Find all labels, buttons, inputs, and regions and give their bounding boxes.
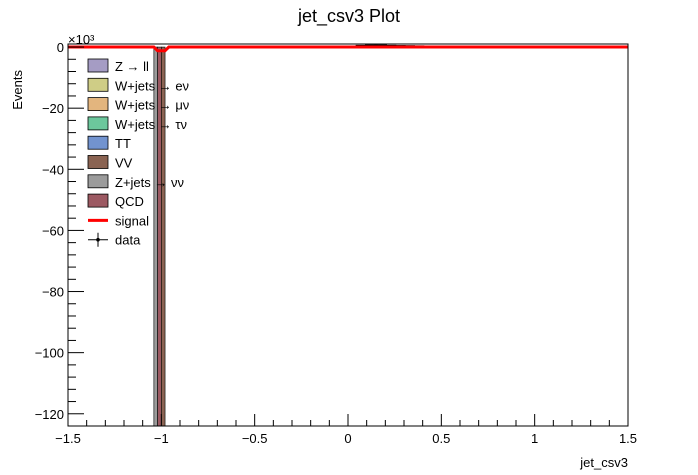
legend-label-0: Z → ll [115, 59, 149, 74]
y-tick-label-5: −100 [35, 346, 64, 361]
legend: Z → ll W+jets → eν W+jets → μν W+jets → τν T… [87, 58, 189, 248]
y-tick-label-6: −120 [35, 407, 64, 422]
legend-swatch-3 [87, 116, 109, 131]
x-tick-label-1: −1 [154, 431, 169, 446]
legend-swatch-2 [87, 97, 109, 111]
legend-label-8: signal [115, 213, 149, 228]
legend-entry-2: W+jets → μν [87, 97, 189, 113]
legend-swatch-1 [87, 77, 109, 92]
x-tick-label-6: 1.5 [619, 431, 637, 446]
legend-entry-4: TT [87, 135, 131, 151]
legend-label-1: W+jets → eν [115, 78, 189, 93]
legend-label-6: Z+jets → νν [115, 175, 184, 190]
legend-entry-3: W+jets → τν [87, 116, 187, 132]
legend-swatch-0 [87, 58, 109, 73]
chart-title: jet_csv3 Plot [297, 6, 400, 27]
legend-swatch-5 [87, 155, 109, 169]
y-tick-label-3: −60 [42, 223, 64, 238]
legend-label-7: QCD [115, 194, 144, 209]
y-axis-label: Events [10, 70, 25, 110]
signal-layer [68, 45, 628, 53]
legend-entry-0: Z → ll [87, 58, 149, 74]
legend-entry-1: W+jets → eν [87, 77, 189, 93]
legend-entry-5: VV [87, 155, 133, 171]
legend-label-2: W+jets → μν [115, 98, 189, 113]
x-tick-label-0: −1.5 [55, 431, 81, 446]
legend-entry-9: data [88, 232, 141, 248]
legend-entry-6: Z+jets → νν [87, 174, 184, 190]
x-tick-label-4: 0.5 [432, 431, 450, 446]
legend-label-4: TT [115, 136, 131, 151]
legend-entry-8: signal [88, 213, 149, 228]
legend-entry-7: QCD [87, 193, 144, 209]
legend-swatch-6 [87, 174, 109, 189]
signal-line [68, 45, 628, 53]
y-tick-label-4: −80 [42, 285, 64, 300]
x-tick-label-3: 0 [344, 431, 351, 446]
y-tick-label-2: −40 [42, 162, 64, 177]
legend-label-3: W+jets → τν [115, 117, 187, 132]
legend-marker-dot-9 [96, 237, 100, 242]
legend-label-9: data [115, 233, 141, 248]
axes-layer: −1.5 −1 −0.5 0 0.5 1 1.5 0 −20 −40 −60 −80 −100 −120 [35, 40, 637, 446]
x-axis-label: jet_csv3 [579, 455, 628, 470]
legend-label-5: VV [115, 156, 133, 171]
x-tick-label-5: 1 [531, 431, 538, 446]
legend-swatch-4 [87, 135, 109, 150]
x-tick-label-2: −0.5 [242, 431, 268, 446]
legend-swatch-7 [87, 193, 109, 208]
y-tick-label-1: −20 [42, 101, 64, 116]
y-tick-label-0: 0 [57, 40, 64, 55]
y-exponent-label: ×10³ [68, 32, 95, 47]
